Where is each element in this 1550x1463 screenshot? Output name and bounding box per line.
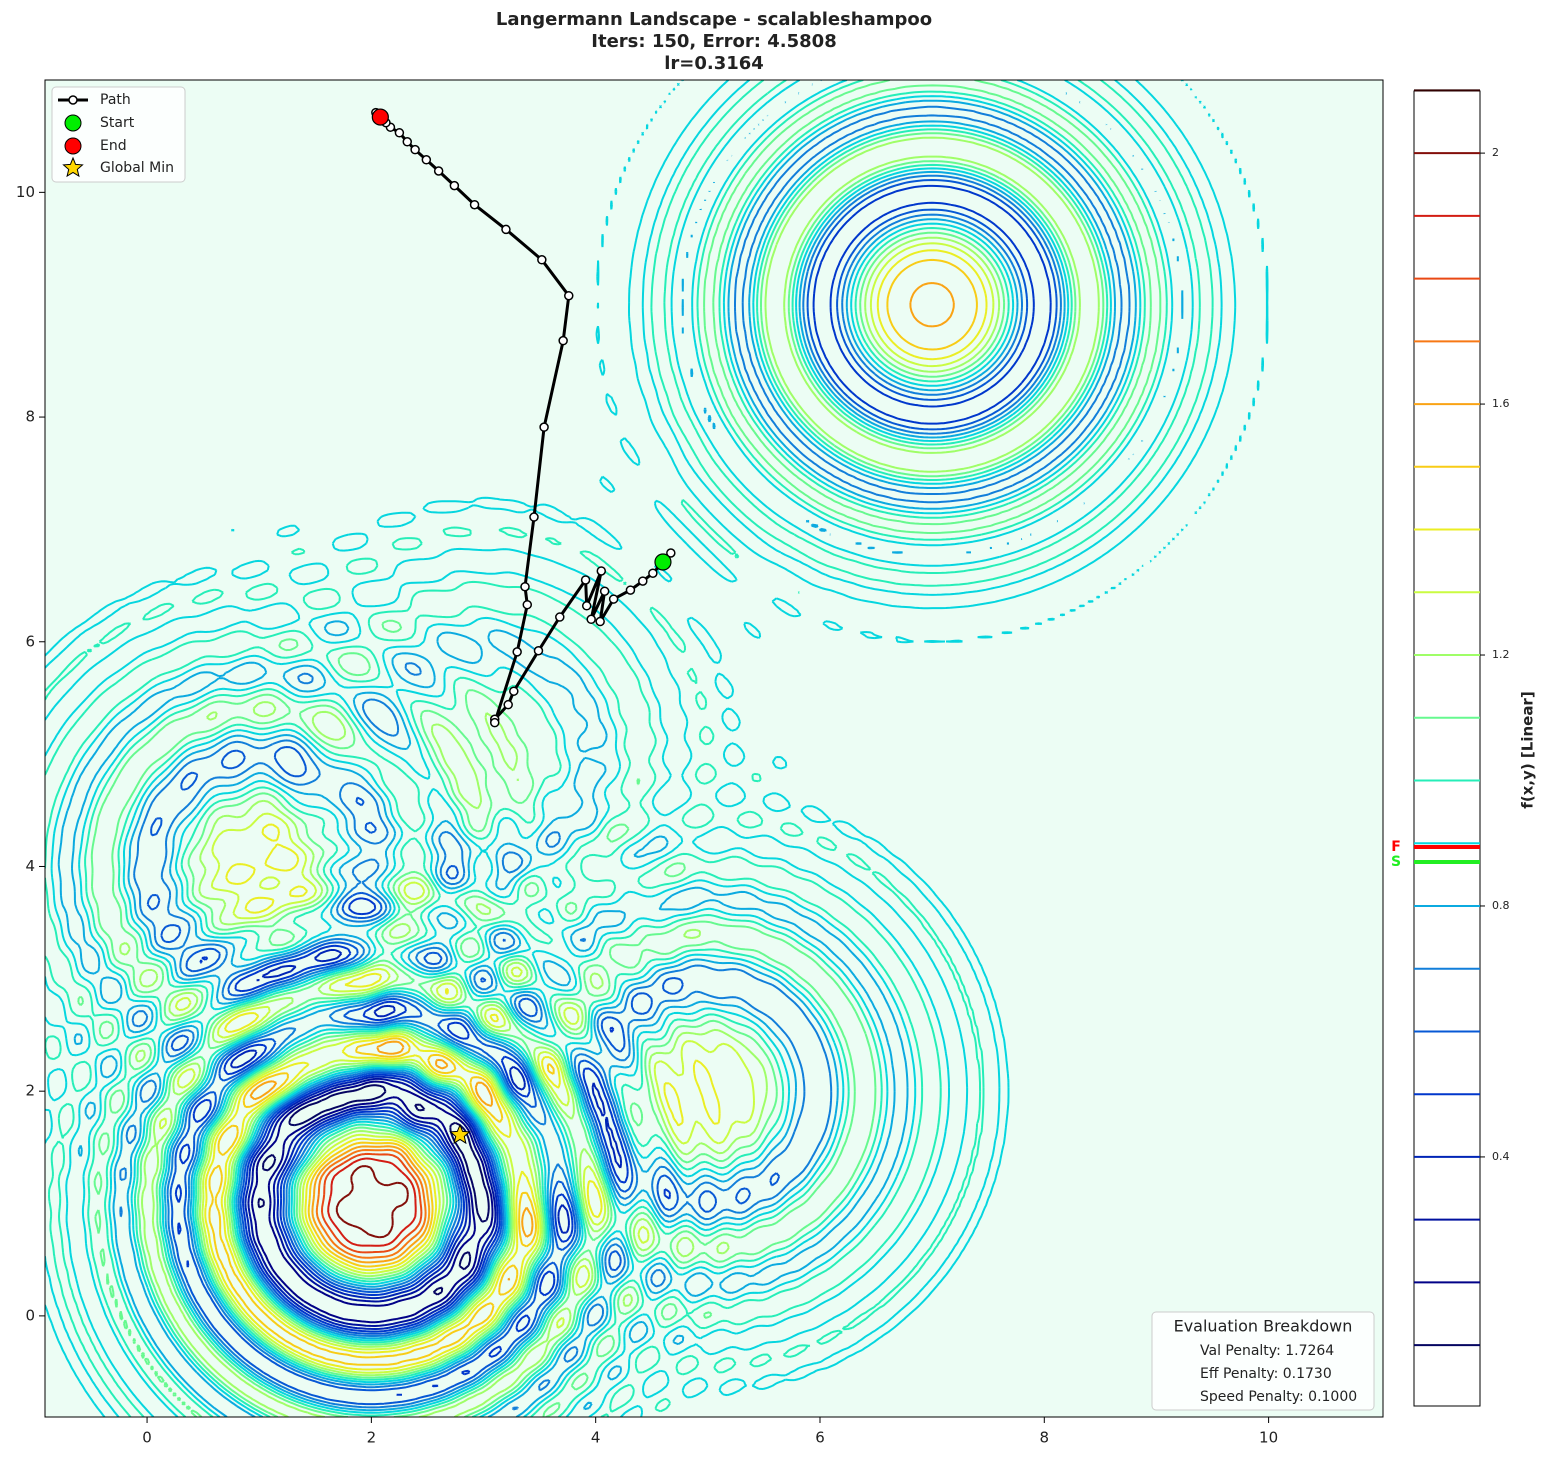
path-point — [520, 581, 530, 592]
legend-label: End — [100, 138, 127, 154]
annotation-box — [1151, 1311, 1375, 1411]
path-point — [509, 686, 519, 696]
x-tick-label: 6 — [815, 1429, 825, 1447]
path-point — [522, 599, 533, 610]
legend-swatch — [62, 156, 84, 178]
y-tick-label: 2 — [25, 1082, 35, 1100]
path-point — [421, 155, 432, 165]
legend-label: Global Min — [100, 160, 174, 176]
contour-line — [119, 105, 1131, 1411]
chart-subtitle: Iters: 150, Error: 4.5808 — [591, 31, 836, 52]
annotation-title: Evaluation Breakdown — [1174, 1317, 1353, 1336]
start-marker — [654, 553, 672, 571]
contour-line — [257, 1084, 490, 1296]
colorbar-tick-label: 0.8 — [1492, 899, 1510, 912]
path-point — [555, 612, 565, 622]
path-point — [433, 166, 444, 176]
colorbar-tick-label: 0.4 — [1492, 1150, 1510, 1163]
global-min-marker — [449, 1123, 471, 1145]
path-point — [586, 614, 596, 625]
path-point — [581, 601, 592, 611]
path-point — [564, 290, 574, 301]
contour-line — [247, 1077, 497, 1327]
path-point — [529, 512, 539, 522]
contour-line — [251, 1080, 494, 1324]
legend-swatch — [64, 137, 82, 155]
path-point — [666, 548, 676, 558]
contour-line — [77, 80, 1162, 1417]
x-tick-label: 8 — [1040, 1429, 1050, 1447]
path-point — [489, 717, 500, 728]
colorbar-frame — [1413, 90, 1481, 1407]
legend-swatch — [64, 114, 82, 132]
contour-line — [249, 282, 955, 1281]
contour-line — [321, 1152, 423, 1254]
legend-box — [51, 86, 186, 183]
contour-line — [119, 136, 1100, 1417]
x-tick-label: 4 — [591, 1429, 601, 1447]
annotation-line: Speed Penalty: 0.1000 — [1200, 1389, 1357, 1405]
y-tick-label: 0 — [25, 1306, 35, 1324]
contour-line — [45, 80, 1214, 1417]
colorbar-label: f(x,y) [Linear] — [1519, 691, 1537, 808]
path-point — [595, 616, 605, 627]
annotation-line: Eff Penalty: 0.1730 — [1200, 1366, 1332, 1382]
path-point — [599, 586, 610, 596]
path-point — [537, 255, 547, 265]
legend-label: Start — [100, 115, 135, 131]
colorbar-tick-label: 2 — [1492, 146, 1499, 159]
path-point — [512, 647, 522, 657]
annotation-line: Val Penalty: 1.7264 — [1200, 1343, 1334, 1359]
contour-line — [229, 949, 623, 1330]
path-point — [558, 335, 568, 346]
x-tick-label: 0 — [142, 1429, 152, 1447]
contour-line — [57, 80, 1184, 1417]
path-point — [503, 699, 513, 710]
y-tick-label: 10 — [16, 183, 35, 201]
path-point — [648, 568, 658, 578]
colorbar-marker-label: F — [1391, 839, 1401, 855]
contour-line — [159, 242, 995, 1374]
overlay — [371, 107, 676, 1145]
path-point — [596, 566, 607, 576]
path-point — [608, 594, 619, 604]
path-point — [533, 646, 544, 656]
contour-line — [335, 1165, 409, 1239]
contour-line — [174, 184, 1052, 1396]
x-tick-label: 10 — [1259, 1429, 1278, 1447]
path-point — [469, 199, 480, 210]
y-tick-label: 8 — [25, 408, 35, 426]
path-point — [402, 137, 413, 147]
colorbar-marker-label: S — [1391, 854, 1401, 870]
contour-line — [208, 258, 978, 1366]
y-tick-label: 6 — [25, 632, 35, 650]
colorbar-tick-label: 1.2 — [1492, 648, 1510, 661]
path-point — [394, 128, 405, 138]
chart-title: Langermann Landscape - scalableshampoo — [496, 9, 932, 30]
path-point — [410, 144, 420, 155]
path-point — [539, 422, 549, 432]
path-point — [625, 585, 636, 595]
legend-label: Path — [100, 92, 131, 108]
chart-subtitle: lr=0.3164 — [664, 53, 764, 74]
end-marker — [371, 108, 389, 126]
path-point — [501, 224, 511, 235]
path-point — [449, 180, 460, 191]
legend-swatch — [68, 95, 78, 105]
plot-frame — [44, 79, 1384, 1418]
contour-line — [204, 249, 988, 1371]
path-point — [638, 576, 648, 586]
contour-line — [315, 1148, 427, 1259]
colorbar-tick-label: 1.6 — [1492, 397, 1510, 410]
contour-line — [45, 80, 1269, 1417]
contour-line — [146, 179, 1058, 1406]
path-point — [580, 575, 591, 585]
contours — [45, 80, 1269, 1417]
x-tick-label: 2 — [367, 1429, 377, 1447]
contour-line — [327, 1157, 417, 1247]
y-tick-label: 4 — [25, 857, 35, 875]
